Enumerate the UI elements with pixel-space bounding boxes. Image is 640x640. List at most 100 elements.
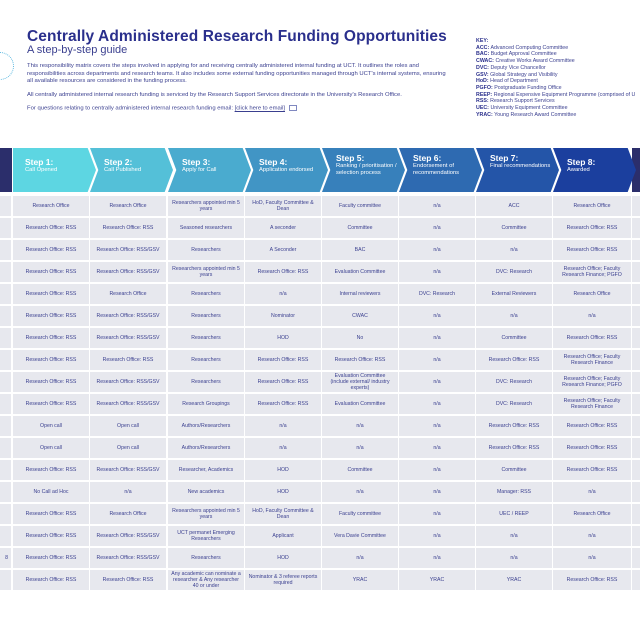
intro-paragraph-3: For questions relating to centrally admi…	[27, 105, 452, 113]
table-cell-step-5: Committee	[322, 460, 398, 480]
key-item: YRAC: Young Research Award Committee	[476, 111, 577, 118]
table-cell-step-8: Research Office: RSS	[553, 416, 631, 436]
row-end-cell	[632, 328, 640, 348]
row-label	[0, 460, 11, 480]
left-header-bar	[0, 148, 12, 192]
row-label	[0, 416, 11, 436]
table-cell-step-6: n/a	[399, 372, 475, 392]
mail-icon[interactable]	[289, 105, 298, 112]
table-cell-step-5: BAC	[322, 240, 398, 260]
table-cell-step-5: CWAC	[322, 306, 398, 326]
table-cell-step-2: Research Office: RSS/GSV	[90, 394, 166, 414]
table-cell-step-2: Research Office: RSS	[90, 218, 166, 238]
key-legend: KEY: ACC: Advanced Computing Committee BA…	[476, 38, 635, 118]
table-cell-step-7: External Reviewers	[476, 284, 552, 304]
step-title: Step 7:	[490, 153, 519, 163]
table-cell-step-3: Any academic can nominate a researcher &…	[168, 570, 244, 590]
row-label	[0, 482, 11, 502]
table-cell-step-1: Open call	[13, 438, 89, 458]
table-cell-step-2: Research Office: RSS/GSV	[90, 526, 166, 546]
row-label	[0, 372, 11, 392]
table-cell-step-6: n/a	[399, 394, 475, 414]
table-cell-step-6: n/a	[399, 218, 475, 238]
table-cell-step-7: n/a	[476, 306, 552, 326]
table-cell-step-5: No	[322, 328, 398, 348]
row-end-cell	[632, 416, 640, 436]
table-cell-step-6: n/a	[399, 262, 475, 282]
page-title: Centrally Administered Research Funding …	[27, 28, 447, 45]
table-cell-step-6: n/a	[399, 328, 475, 348]
table-cell-step-8: Research Office; Faculty Research Financ…	[553, 350, 631, 370]
table-cell-step-4: HOD	[245, 482, 321, 502]
table-cell-step-1: Research Office: RSS	[13, 394, 89, 414]
row-end-cell	[632, 284, 640, 304]
table-cell-step-5: Evaluation Committee	[322, 394, 398, 414]
table-cell-step-7: ACC	[476, 196, 552, 216]
table-cell-step-5: Research Office: RSS	[322, 350, 398, 370]
step-title: Step 4:	[259, 157, 288, 167]
table-cell-step-2: Research Office: RSS/GSV	[90, 328, 166, 348]
table-cell-step-2: Research Office: RSS/GSV	[90, 460, 166, 480]
table-row: No Call ad Hoc n/a New academics HOD n/a n/a M…	[0, 482, 640, 502]
table-cell-step-8: n/a	[553, 482, 631, 502]
key-item: ACC: Advanced Computing Committee	[476, 44, 569, 51]
row-label	[0, 328, 11, 348]
table-cell-step-2: Research Office: RSS/GSV	[90, 372, 166, 392]
step-description: Apply for Call	[182, 167, 217, 173]
table-cell-step-4: Nominator	[245, 306, 321, 326]
row-end-cell	[632, 504, 640, 524]
table-cell-step-6: n/a	[399, 350, 475, 370]
table-cell-step-6: n/a	[399, 438, 475, 458]
table-cell-step-5: n/a	[322, 438, 398, 458]
row-end-cell	[632, 460, 640, 480]
table-cell-step-8: Research Office: RSS	[553, 328, 631, 348]
row-label	[0, 284, 11, 304]
table-cell-step-1: Research Office: RSS	[13, 240, 89, 260]
table-cell-step-5: Faculty committee	[322, 504, 398, 524]
table-cell-step-7: Manager: RSS	[476, 482, 552, 502]
table-cell-step-4: A Seconder	[245, 240, 321, 260]
table-cell-step-4: n/a	[245, 438, 321, 458]
email-prompt: For questions relating to centrally admi…	[27, 105, 233, 112]
table-row: Research Office: RSS Research Office: RSS…	[0, 460, 640, 480]
table-row: Research Office: RSS Research Office: RSS…	[0, 262, 640, 282]
table-cell-step-7: DVC: Research	[476, 372, 552, 392]
step-title: Step 1:	[25, 157, 54, 167]
table-cell-step-7: n/a	[476, 526, 552, 546]
table-cell-step-6: n/a	[399, 548, 475, 568]
table-cell-step-8: n/a	[553, 306, 631, 326]
table-cell-step-3: Researchers appointed min 5 years	[168, 262, 244, 282]
table-cell-step-1: Research Office: RSS	[13, 460, 89, 480]
step-description: Awarded	[567, 167, 590, 173]
table-cell-step-6: n/a	[399, 526, 475, 546]
table-cell-step-3: Researchers	[168, 328, 244, 348]
table-cell-step-5: Faculty committee	[322, 196, 398, 216]
email-link[interactable]: [click here to email]	[234, 105, 286, 112]
table-cell-step-4: HOD	[245, 548, 321, 568]
step-description: Call Published	[104, 167, 142, 173]
key-item: UEC: University Equipment Committee	[476, 105, 568, 112]
step-description: Ranking / prioritisation / selection pro…	[336, 163, 397, 176]
table-row: Research Office: RSS Research Office: RSS…	[0, 394, 640, 414]
step-title: Step 6:	[413, 153, 442, 163]
table-cell-step-1: Research Office: RSS	[13, 306, 89, 326]
table-row: Research Office: RSS Research Office: RSS…	[0, 328, 640, 348]
table-cell-step-2: Research Office	[90, 196, 166, 216]
table-cell-step-1: Research Office: RSS	[13, 328, 89, 348]
table-cell-step-6: n/a	[399, 196, 475, 216]
row-end-cell	[632, 196, 640, 216]
table-row: Research Office: RSS Research Office: RSS…	[0, 306, 640, 326]
table-cell-step-3: Researchers	[168, 548, 244, 568]
row-end-cell	[632, 240, 640, 260]
table-cell-step-8: Research Office; Faculty Research Financ…	[553, 394, 631, 414]
table-cell-step-3: Researchers	[168, 350, 244, 370]
table-cell-step-4: HoD, Faculty Committee & Dean	[245, 196, 321, 216]
table-cell-step-4: n/a	[245, 416, 321, 436]
intro-text: This responsibility matrix covers the st…	[27, 63, 452, 120]
key-item: HoD: Head of Department	[476, 78, 538, 85]
table-cell-step-2: Open call	[90, 438, 166, 458]
table-cell-step-4: Applicant	[245, 526, 321, 546]
table-cell-step-4: HoD, Faculty Committee & Dean	[245, 504, 321, 524]
table-cell-step-8: Research Office: RSS	[553, 438, 631, 458]
row-label: 8	[0, 548, 11, 568]
